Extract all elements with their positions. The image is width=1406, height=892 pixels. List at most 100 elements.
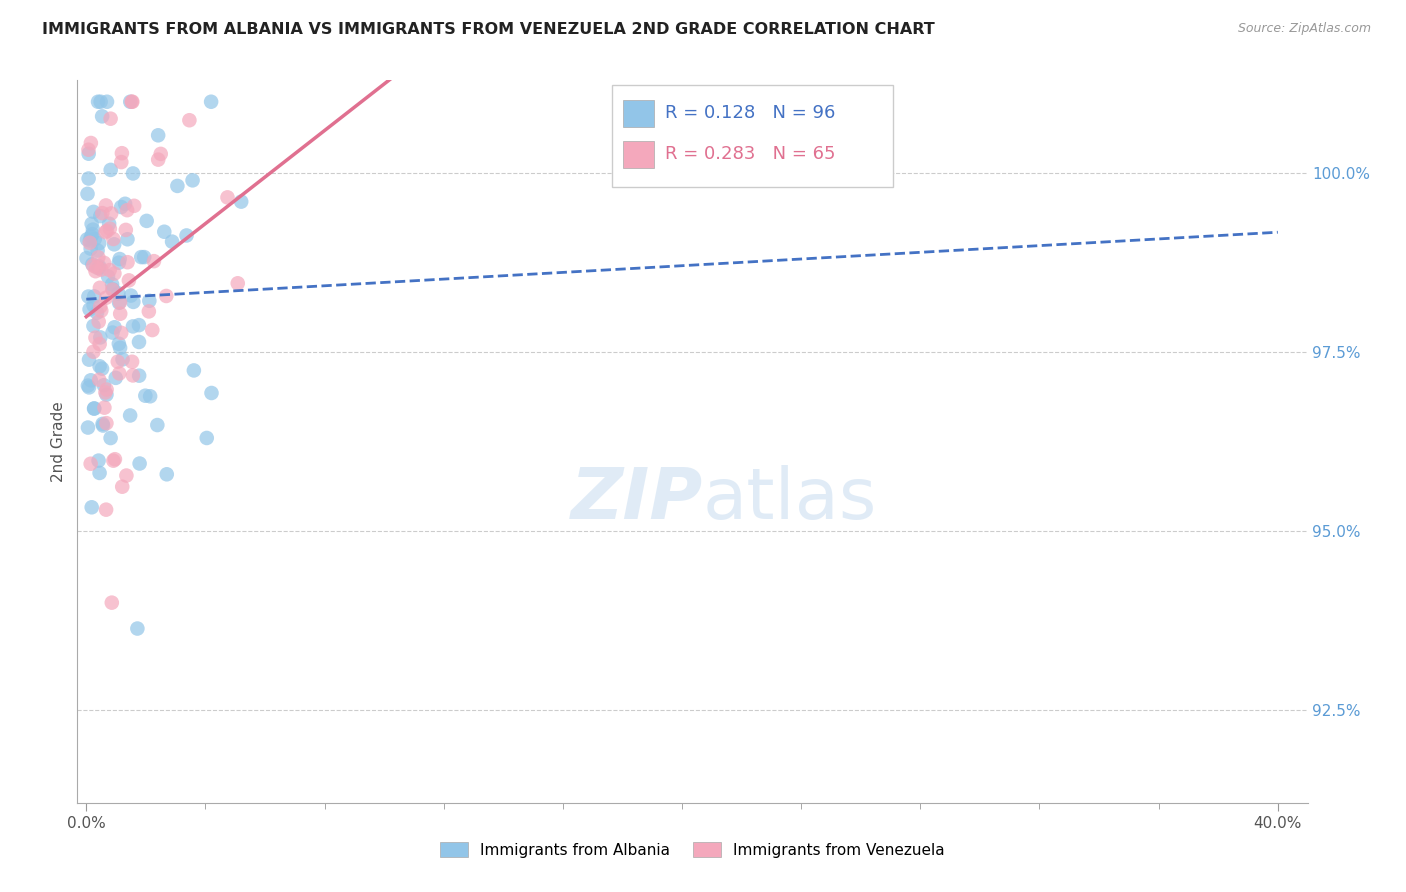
Point [103, 267, 125, 281]
Point [181, 173, 204, 187]
Point [134, 250, 156, 264]
Point [91, 417, 114, 431]
Point [138, 304, 160, 318]
Point [79, 235, 101, 250]
Point [83, 289, 105, 303]
Point [117, 255, 139, 269]
Text: Source: ZipAtlas.com: Source: ZipAtlas.com [1237, 22, 1371, 36]
Point [100, 206, 122, 220]
Point [90, 95, 112, 109]
Point [100, 162, 122, 177]
Point [83, 205, 105, 219]
Point [87, 260, 110, 275]
Point [79, 302, 101, 317]
Point [94, 502, 117, 516]
Point [89, 209, 111, 223]
Point [122, 294, 145, 309]
Point [142, 254, 165, 268]
Point [127, 622, 149, 636]
Point [76, 186, 98, 201]
Point [108, 367, 131, 381]
Point [101, 283, 124, 297]
Point [89, 373, 111, 387]
Point [91, 361, 114, 376]
Point [101, 326, 124, 340]
Point [108, 295, 131, 310]
Point [108, 336, 131, 351]
Point [146, 418, 169, 433]
Point [104, 371, 127, 385]
Point [108, 307, 131, 321]
Point [176, 228, 198, 243]
Point [104, 452, 127, 467]
Point [75, 251, 97, 265]
Point [82, 222, 104, 236]
Point [138, 293, 160, 308]
Point [107, 286, 129, 301]
Point [103, 453, 125, 467]
Point [108, 295, 131, 310]
Y-axis label: 2nd Grade: 2nd Grade [51, 401, 66, 482]
Point [98, 221, 121, 235]
Point [86, 244, 108, 258]
Point [134, 389, 156, 403]
Point [101, 282, 124, 296]
Point [89, 281, 111, 295]
Text: IMMIGRANTS FROM ALBANIA VS IMMIGRANTS FROM VENEZUELA 2ND GRADE CORRELATION CHART: IMMIGRANTS FROM ALBANIA VS IMMIGRANTS FR… [42, 22, 935, 37]
Point [96, 224, 118, 238]
Point [93, 256, 115, 270]
Point [122, 368, 145, 383]
Point [80, 217, 103, 231]
Point [103, 237, 125, 252]
Point [128, 368, 150, 383]
Point [77, 171, 100, 186]
Text: R = 0.128   N = 96: R = 0.128 N = 96 [665, 104, 835, 122]
Point [100, 112, 122, 126]
Point [122, 199, 145, 213]
Point [80, 500, 103, 515]
Point [141, 323, 163, 337]
Point [111, 352, 134, 367]
Point [84, 264, 107, 278]
Point [108, 252, 131, 266]
Legend: Immigrants from Albania, Immigrants from Venezuela: Immigrants from Albania, Immigrants from… [434, 836, 950, 863]
Point [98, 263, 121, 277]
Point [77, 352, 100, 367]
Point [82, 257, 104, 271]
Point [94, 291, 117, 305]
Point [111, 146, 134, 161]
Point [90, 303, 112, 318]
Point [76, 232, 98, 246]
Point [77, 146, 100, 161]
Point [115, 203, 138, 218]
Text: atlas: atlas [703, 465, 877, 534]
Point [93, 401, 115, 415]
Point [96, 416, 118, 430]
Point [139, 389, 162, 403]
Point [146, 128, 169, 143]
Point [83, 401, 105, 416]
Point [200, 95, 222, 109]
Point [89, 300, 111, 314]
Point [110, 155, 132, 169]
Point [89, 359, 111, 374]
Point [94, 225, 117, 239]
Point [160, 235, 183, 249]
Point [97, 269, 120, 284]
Point [96, 383, 118, 397]
Point [114, 196, 136, 211]
Point [120, 409, 142, 423]
Point [82, 227, 104, 242]
Point [89, 260, 111, 274]
Point [79, 242, 101, 256]
Point [156, 467, 179, 482]
Point [96, 387, 118, 401]
Text: R = 0.283   N = 65: R = 0.283 N = 65 [665, 145, 835, 163]
Point [195, 431, 218, 445]
Point [226, 277, 249, 291]
Point [77, 143, 100, 157]
Point [89, 330, 111, 344]
Point [115, 468, 138, 483]
Point [96, 95, 118, 109]
Point [77, 378, 100, 392]
